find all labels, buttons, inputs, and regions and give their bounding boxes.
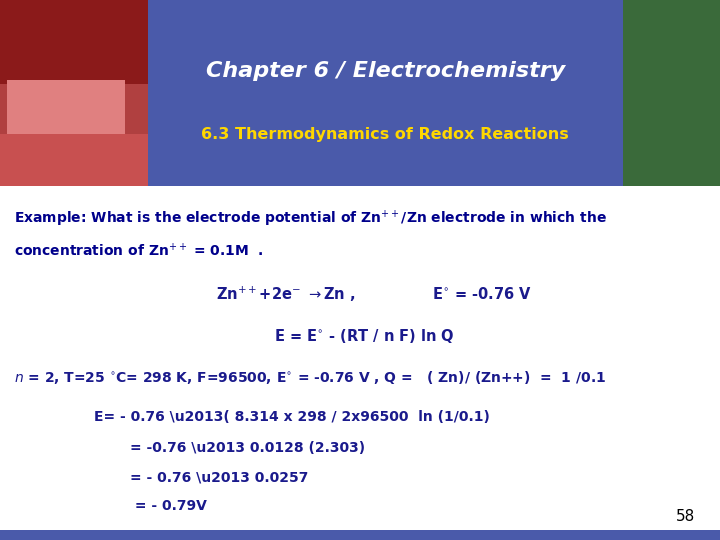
Bar bbox=[0, 0, 148, 186]
Bar bbox=[623, 0, 720, 186]
Text: $n$ = 2, T=25 $^{\circ}$C= 298 K, F=96500, E$^{\circ}$ = -0.76 V , Q =   ( Zn)/ : $n$ = 2, T=25 $^{\circ}$C= 298 K, F=9650… bbox=[14, 369, 606, 387]
Text: E$^{\circ}$ = -0.76 V: E$^{\circ}$ = -0.76 V bbox=[432, 286, 532, 302]
Text: Chapter 6 / Electrochemistry: Chapter 6 / Electrochemistry bbox=[206, 61, 564, 81]
Bar bbox=[7, 80, 125, 140]
Text: = -0.76 \u2013 0.0128 (2.303): = -0.76 \u2013 0.0128 (2.303) bbox=[130, 441, 365, 455]
Text: E= - 0.76 \u2013( 8.314 x 298 / 2x96500  ln (1/0.1): E= - 0.76 \u2013( 8.314 x 298 / 2x96500 … bbox=[94, 410, 490, 424]
Bar bbox=[0, 530, 720, 540]
Bar bbox=[0, 0, 148, 84]
Bar bbox=[0, 0, 720, 186]
Text: = - 0.76 \u2013 0.0257: = - 0.76 \u2013 0.0257 bbox=[130, 471, 308, 485]
Text: E = E$^{\circ}$ - (RT / n F) ln Q: E = E$^{\circ}$ - (RT / n F) ln Q bbox=[274, 327, 454, 345]
Text: = - 0.79V: = - 0.79V bbox=[130, 499, 207, 513]
Text: concentration of Zn$^{++}$ = 0.1M  .: concentration of Zn$^{++}$ = 0.1M . bbox=[14, 242, 264, 260]
Text: Zn$^{++}$+2e$^{-}$ $\rightarrow$Zn ,: Zn$^{++}$+2e$^{-}$ $\rightarrow$Zn , bbox=[216, 285, 356, 304]
Text: 6.3 Thermodynamics of Redox Reactions: 6.3 Thermodynamics of Redox Reactions bbox=[202, 127, 569, 141]
Bar bbox=[0, 134, 148, 186]
Text: 58: 58 bbox=[675, 509, 695, 524]
Text: Example: What is the electrode potential of Zn$^{++}$/Zn electrode in which the: Example: What is the electrode potential… bbox=[14, 208, 608, 229]
